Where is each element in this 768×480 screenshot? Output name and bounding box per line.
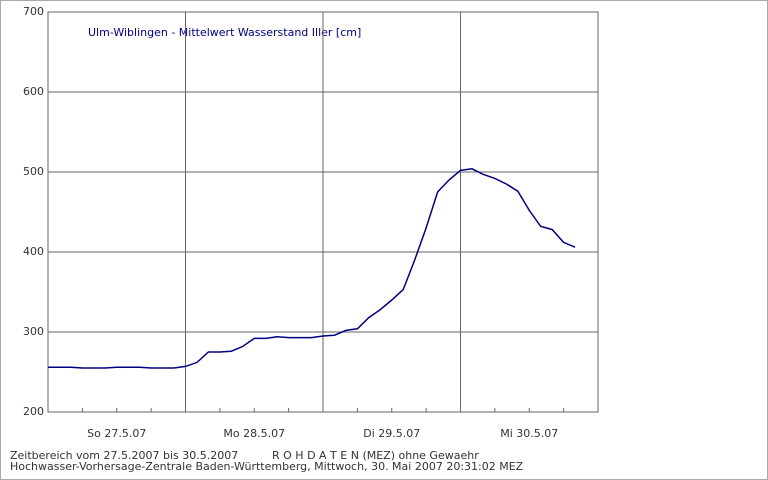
series-line	[48, 168, 576, 369]
x-tick-label: Di 29.5.07	[363, 427, 420, 440]
y-tick-label: 200	[23, 405, 44, 418]
footer-raw: R O H D A T E N (MEZ) ohne Gewaehr	[272, 449, 479, 462]
y-tick-label: 300	[23, 325, 44, 338]
x-tick-label: Mi 30.5.07	[500, 427, 558, 440]
x-tick-label: So 27.5.07	[87, 427, 146, 440]
y-tick-label: 500	[23, 165, 44, 178]
y-tick-label: 700	[23, 5, 44, 18]
chart-title: Ulm-Wiblingen - Mittelwert Wasserstand I…	[88, 26, 361, 39]
x-tick-label: Mo 28.5.07	[223, 427, 285, 440]
y-tick-label: 400	[23, 245, 44, 258]
footer-source: Hochwasser-Vorhersage-Zentrale Baden-Wür…	[10, 460, 524, 473]
footer-range: Zeitbereich vom 27.5.2007 bis 30.5.2007	[10, 449, 238, 462]
y-tick-label: 600	[23, 85, 44, 98]
